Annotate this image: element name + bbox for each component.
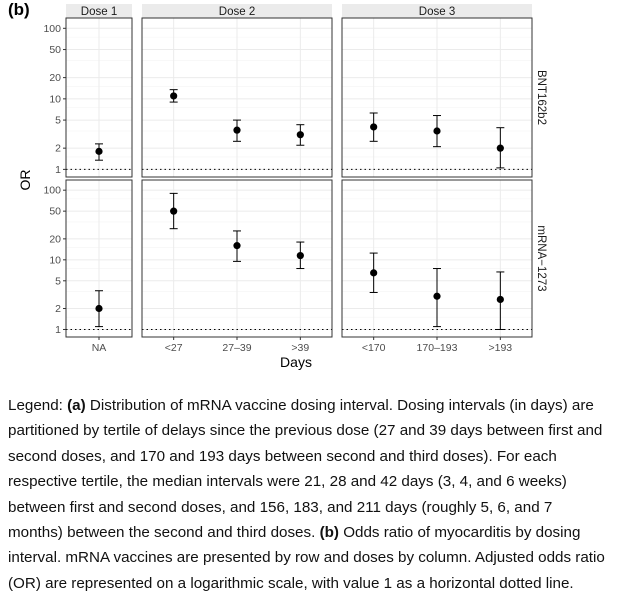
point-mrna-1273-dose-2-27-39 — [233, 242, 241, 250]
or-faceted-chart: (b) OR Days Dose 1 Dose 2 Dose 3 BNT162b2 mR… — [8, 0, 550, 370]
panel-border — [341, 17, 533, 178]
point-bnt162b2-dose-2-39 — [296, 131, 304, 139]
point-bnt162b2-dose-1-na — [95, 147, 103, 155]
x-tick-label-27: <27 — [165, 342, 183, 354]
point-bnt162b2-dose-2-27-39 — [233, 126, 241, 134]
point-bnt162b2-dose-2-27 — [170, 92, 178, 100]
point-mrna-1273-dose-2-39 — [296, 252, 304, 260]
strip-dose-3 — [342, 4, 532, 18]
point-bnt162b2-dose-3-170 — [370, 123, 378, 131]
x-tick-label-170-193: 170–193 — [417, 342, 458, 354]
x-axis-title: Days — [280, 354, 312, 370]
legend-b-text: Odds ratio of myocarditis by dosing inte… — [8, 524, 605, 592]
y-tick-label: 5 — [55, 275, 61, 287]
y-tick-label: 1 — [55, 324, 61, 336]
x-tick-label-39: >39 — [291, 342, 309, 354]
y-tick-label: 2 — [55, 303, 61, 315]
figure-legend: Legend: (a) Distribution of mRNA vaccine… — [8, 393, 608, 596]
y-tick-label: 10 — [49, 254, 61, 266]
figure-panel-label: (b) — [8, 0, 30, 19]
strip-dose-2 — [142, 4, 332, 18]
x-tick-label-170: <170 — [362, 342, 386, 354]
panel-border — [65, 17, 133, 178]
row-strip-label-mrna-1273: mRNA−1273 — [535, 225, 547, 291]
point-mrna-1273-dose-1-na — [95, 304, 103, 313]
strip-label-dose-1: Dose 1 — [81, 6, 117, 18]
y-axis-title: OR — [17, 170, 33, 191]
x-tick-label-na: NA — [92, 342, 107, 354]
legend-b-label: (b) — [319, 524, 339, 542]
strip-dose-1 — [66, 4, 132, 18]
y-tick-label: 50 — [49, 206, 61, 218]
y-tick-label: 10 — [49, 93, 61, 105]
row-strip-bnt162b2 — [534, 18, 550, 177]
y-tick-label: 100 — [43, 185, 61, 197]
point-mrna-1273-dose-2-27 — [170, 207, 178, 215]
strip-label-dose-3: Dose 3 — [419, 6, 455, 18]
strip-label-dose-2: Dose 2 — [219, 6, 255, 18]
y-tick-label: 2 — [55, 143, 61, 155]
y-tick-label: 100 — [43, 23, 61, 35]
legend-a-label: (a) — [67, 397, 86, 414]
point-mrna-1273-dose-3-193 — [496, 295, 504, 304]
y-tick-label: 20 — [49, 233, 61, 245]
panel-border — [141, 17, 333, 178]
point-mrna-1273-dose-3-170-193 — [433, 292, 441, 300]
y-tick-label: 50 — [49, 44, 61, 56]
point-bnt162b2-dose-3-170-193 — [433, 127, 441, 135]
y-tick-label: 20 — [49, 72, 61, 84]
facet-grid: Dose 1 Dose 2 Dose 3 BNT162b2 mRNA−1273 1 2 5 10… — [43, 4, 550, 354]
y-tick-label: 5 — [55, 115, 61, 127]
point-mrna-1273-dose-3-170 — [370, 269, 378, 277]
x-tick-label-193: >193 — [489, 342, 513, 354]
point-bnt162b2-dose-3-193 — [496, 144, 504, 152]
y-tick-label: 1 — [55, 164, 61, 176]
x-tick-label-27-39: 27–39 — [222, 342, 251, 354]
row-strip-mrna-1273 — [534, 180, 550, 337]
legend-prefix: Legend: — [8, 397, 68, 414]
row-strip-label-bnt162b2: BNT162b2 — [535, 70, 547, 125]
legend-a-text: Distribution of mRNA vaccine dosing inte… — [8, 397, 603, 542]
